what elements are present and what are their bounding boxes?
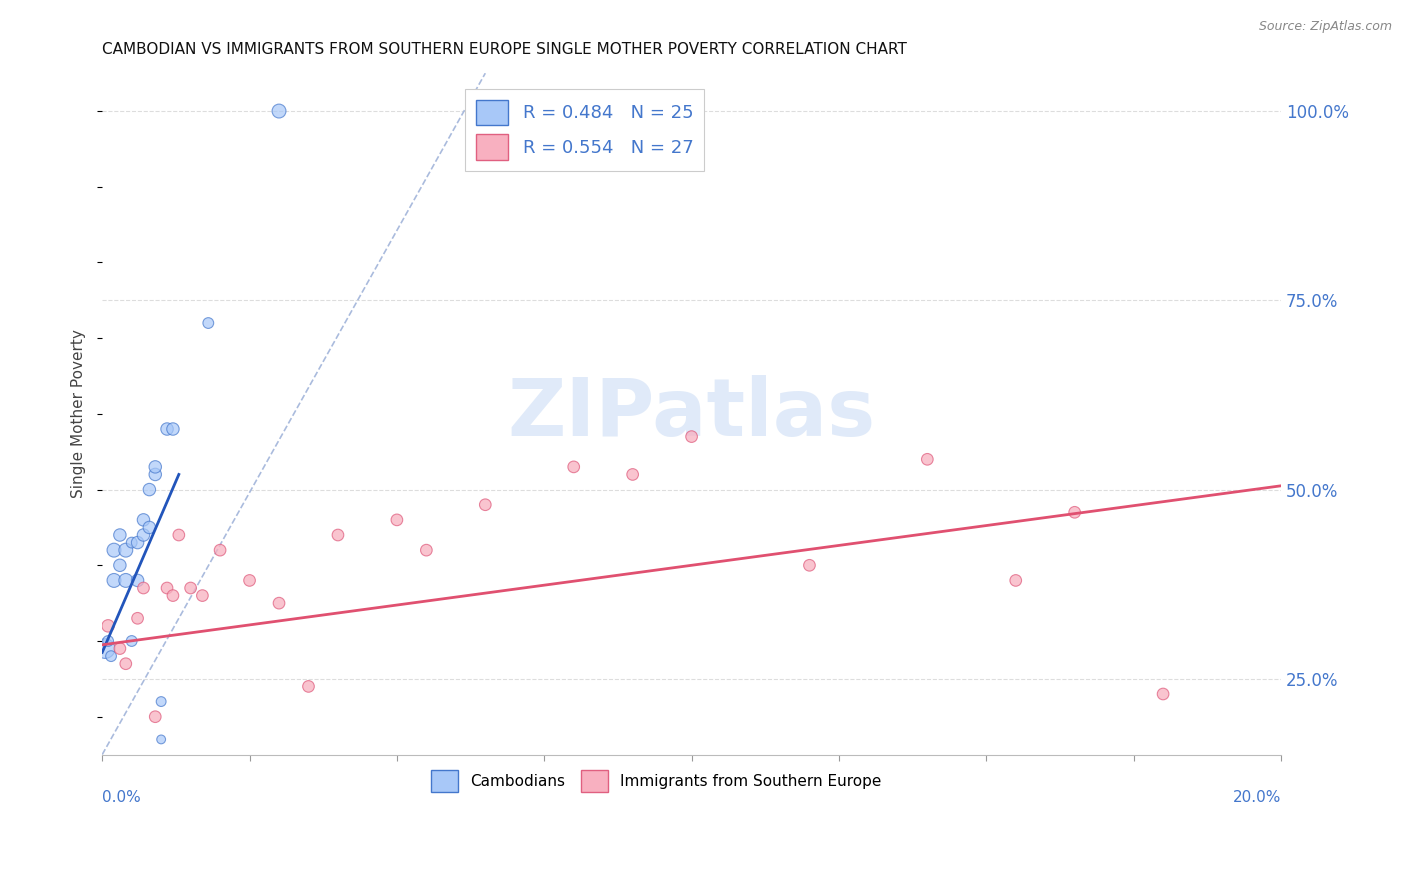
Point — [917, 452, 939, 467]
Point — [562, 459, 585, 474]
Point — [114, 543, 136, 558]
Text: 0.0%: 0.0% — [103, 790, 141, 805]
Point — [150, 695, 173, 709]
Text: ZIPatlas: ZIPatlas — [508, 375, 876, 453]
Point — [127, 535, 149, 549]
Legend: Cambodians, Immigrants from Southern Europe: Cambodians, Immigrants from Southern Eur… — [425, 764, 887, 798]
Point — [162, 589, 184, 603]
Point — [132, 513, 155, 527]
Point — [326, 528, 349, 542]
Point — [132, 581, 155, 595]
Point — [197, 316, 219, 330]
Point — [162, 422, 184, 436]
Point — [138, 520, 160, 534]
Point — [621, 467, 644, 482]
Point — [108, 528, 131, 542]
Point — [143, 459, 166, 474]
Text: 20.0%: 20.0% — [1233, 790, 1281, 805]
Point — [415, 543, 437, 558]
Point — [156, 422, 179, 436]
Point — [94, 641, 117, 656]
Point — [385, 513, 408, 527]
Point — [799, 558, 821, 573]
Point — [114, 574, 136, 588]
Text: Source: ZipAtlas.com: Source: ZipAtlas.com — [1258, 20, 1392, 33]
Point — [114, 657, 136, 671]
Point — [127, 611, 149, 625]
Point — [191, 589, 214, 603]
Y-axis label: Single Mother Poverty: Single Mother Poverty — [72, 329, 86, 499]
Point — [167, 528, 190, 542]
Point — [103, 543, 125, 558]
Point — [121, 535, 143, 549]
Point — [156, 581, 179, 595]
Point — [150, 732, 173, 747]
Point — [138, 483, 160, 497]
Point — [103, 574, 125, 588]
Text: CAMBODIAN VS IMMIGRANTS FROM SOUTHERN EUROPE SINGLE MOTHER POVERTY CORRELATION C: CAMBODIAN VS IMMIGRANTS FROM SOUTHERN EU… — [103, 42, 907, 57]
Point — [180, 581, 202, 595]
Point — [209, 543, 232, 558]
Point — [143, 467, 166, 482]
Point — [108, 558, 131, 573]
Point — [1152, 687, 1174, 701]
Point — [1004, 574, 1026, 588]
Point — [681, 429, 703, 443]
Point — [97, 619, 120, 633]
Point — [267, 104, 290, 119]
Point — [1063, 505, 1085, 519]
Point — [297, 680, 319, 694]
Point — [267, 596, 290, 610]
Point — [97, 634, 120, 648]
Point — [474, 498, 496, 512]
Point — [143, 709, 166, 723]
Point — [238, 574, 260, 588]
Point — [127, 574, 149, 588]
Point — [121, 634, 143, 648]
Point — [132, 528, 155, 542]
Point — [100, 649, 122, 664]
Point — [108, 641, 131, 656]
